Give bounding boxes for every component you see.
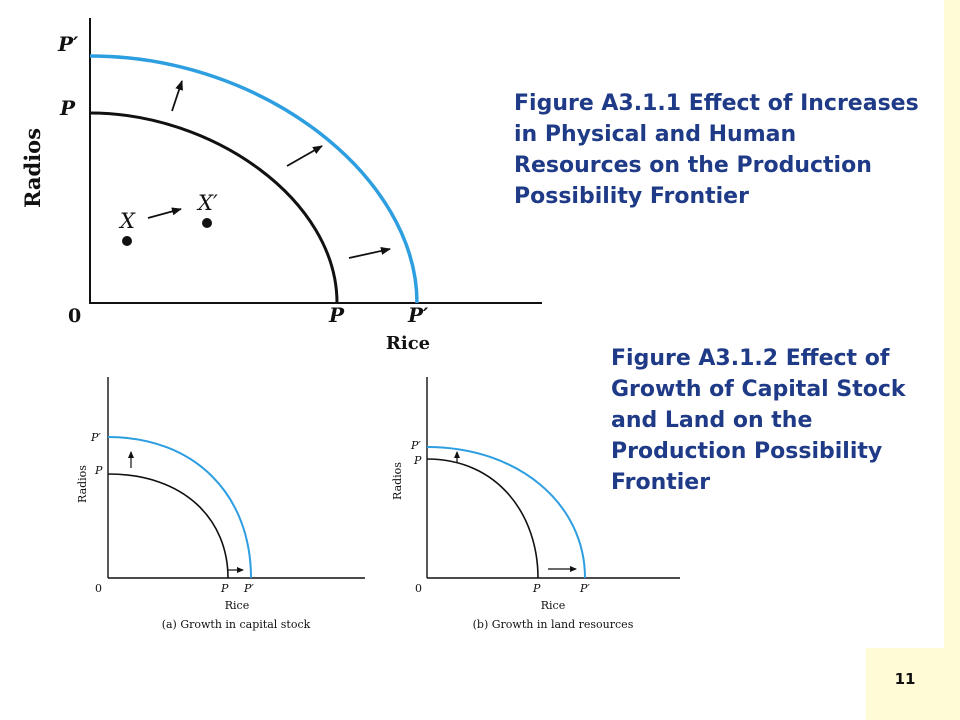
panel-a-p-y-label: P [94, 464, 103, 477]
panel-a-p-x-label: P [220, 582, 229, 595]
panel-b-new-frontier [426, 446, 586, 579]
panel-a-origin-label: 0 [95, 582, 102, 595]
caption-figure-a3-1-1: Figure A3.1.1 Effect of Increases in Phy… [514, 91, 919, 209]
main-origin-label: 0 [68, 305, 81, 327]
main-arrow-diagonal [286, 145, 323, 167]
main-p-prime-x-label: P′ [407, 303, 429, 327]
main-arrow-up [171, 80, 183, 112]
panel-a-p-prime-x-label: P′ [243, 582, 254, 595]
panel-b-p-y-label: P [413, 454, 422, 467]
panel-b-p-prime-y-label: P′ [410, 439, 421, 452]
caption-figure-a3-1-2: Figure A3.1.2 Effect of Growth of Capita… [611, 346, 906, 495]
page-number: 11 [894, 670, 916, 688]
panel-a-p-prime-y-label: P′ [90, 431, 101, 444]
main-p-y-label: P [59, 96, 76, 120]
panel-a-y-axis-label: Radios [76, 465, 89, 503]
panel-a-caption: (a) Growth in capital stock [162, 618, 311, 631]
panel-b-origin-label: 0 [415, 582, 422, 595]
point-x-label: X [118, 209, 136, 233]
main-arrow-point-shift [147, 207, 182, 219]
main-figure: P′ P Radios X X′ 0 P P′ Rice [20, 18, 542, 354]
main-x-axis-label: Rice [386, 333, 430, 354]
panel-a: P′ P Radios 0 P P′ Rice (a) Growth in ca… [76, 377, 365, 631]
point-x-prime-dot [202, 218, 212, 228]
point-x-dot [122, 236, 132, 246]
panel-b: P′ P Radios 0 P P′ Rice (b) Growth in la… [391, 377, 680, 631]
main-original-frontier [89, 111, 339, 304]
panel-a-x-axis-label: Rice [225, 599, 249, 612]
panel-b-p-prime-x-label: P′ [579, 582, 590, 595]
panel-b-original-frontier [426, 458, 539, 579]
main-p-prime-y-label: P′ [57, 32, 79, 56]
main-new-frontier [89, 54, 419, 304]
panel-b-caption: (b) Growth in land resources [473, 618, 634, 631]
panel-b-p-x-label: P [532, 582, 541, 595]
panel-a-original-frontier [107, 473, 229, 579]
panel-b-y-axis-label: Radios [391, 462, 404, 500]
panel-a-new-frontier [107, 436, 252, 579]
accent-strip [944, 0, 960, 720]
point-x-prime-label: X′ [196, 191, 218, 215]
panel-b-x-axis-label: Rice [541, 599, 565, 612]
main-y-axis-label: Radios [20, 128, 45, 208]
main-p-x-label: P [328, 303, 345, 327]
main-arrow-right [348, 247, 391, 259]
page-number-box: 11 [866, 648, 944, 720]
